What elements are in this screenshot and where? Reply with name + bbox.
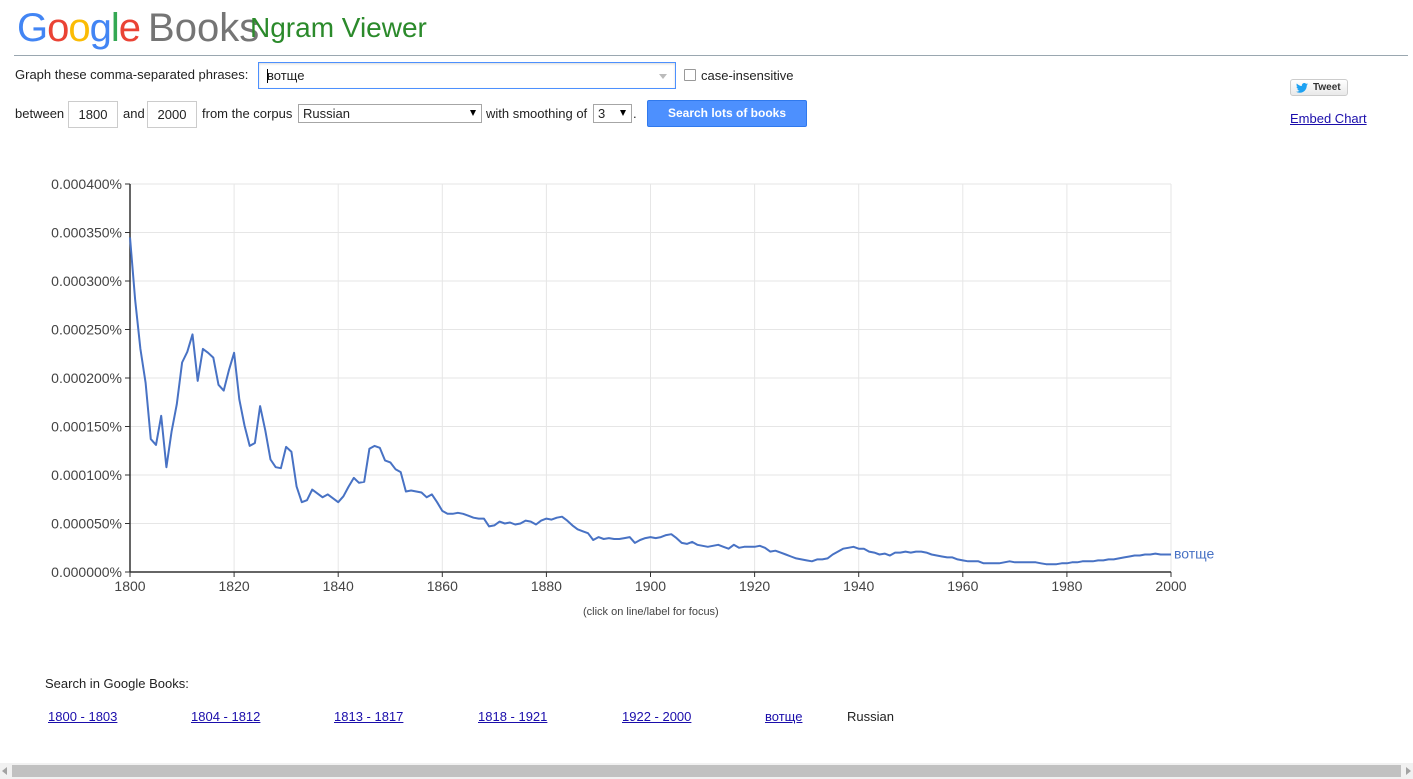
app-title: Ngram Viewer	[250, 12, 427, 43]
x-tick-label: 1920	[739, 578, 770, 594]
corpus-select-value: Russian	[303, 106, 350, 121]
between-label: between	[15, 106, 65, 121]
case-insensitive-label[interactable]: case-insensitive	[701, 68, 794, 83]
smoothing-select[interactable]: 3	[593, 104, 632, 123]
y-tick-label: 0.000400%	[51, 176, 122, 192]
series-line[interactable]	[129, 237, 1171, 566]
corpus-label: from the corpus	[202, 106, 293, 121]
x-tick-label: 2000	[1155, 578, 1186, 594]
x-tick-label: 1800	[114, 578, 145, 594]
scrollbar-thumb[interactable]	[12, 765, 1401, 777]
y-tick-label: 0.000300%	[51, 273, 122, 289]
y-tick-label: 0.000150%	[51, 419, 122, 435]
phrases-label: Graph these comma-separated phrases:	[15, 67, 249, 82]
logo-letter: o	[47, 6, 69, 50]
x-tick-label: 1960	[947, 578, 978, 594]
chart-focus-hint: (click on line/label for focus)	[583, 606, 719, 618]
logo-letter: G	[17, 6, 48, 50]
range-link[interactable]: 1922 - 2000	[622, 709, 692, 724]
chart-axes	[125, 183, 1172, 577]
phrase-link[interactable]: вотще	[765, 709, 803, 724]
x-tick-label: 1980	[1051, 578, 1082, 594]
logo-letter: l	[110, 6, 120, 50]
search-button[interactable]: Search lots of books	[647, 100, 807, 127]
logo-letter: o	[68, 6, 90, 50]
and-label: and	[123, 106, 145, 121]
embed-chart-link[interactable]: Embed Chart	[1290, 111, 1367, 126]
google-books-logo[interactable]: Google Books	[17, 4, 259, 52]
phrases-input-value: вотще	[267, 68, 305, 83]
scroll-left-arrow-icon[interactable]	[2, 767, 7, 775]
period-text: .	[633, 106, 637, 121]
chart-grid	[130, 183, 1172, 572]
tweet-button[interactable]: Tweet	[1290, 79, 1348, 96]
series-label[interactable]: вотще	[1174, 546, 1215, 562]
x-tick-label: 1860	[427, 578, 458, 594]
chart-labels: 0.000000% 0.000050% 0.000100% 0.000150% 0.00…	[51, 176, 1214, 594]
range-link[interactable]: 1804 - 1812	[191, 709, 261, 724]
y-tick-label: 0.000250%	[51, 322, 122, 338]
logo-letter: e	[118, 6, 141, 50]
start-year-input[interactable]: 1800	[68, 101, 118, 128]
chart-series[interactable]	[129, 237, 1171, 566]
corpus-name-text: Russian	[847, 709, 894, 724]
search-in-books-label: Search in Google Books:	[45, 676, 189, 691]
y-tick-label: 0.000050%	[51, 516, 122, 532]
x-tick-label: 1900	[635, 578, 666, 594]
range-link[interactable]: 1818 - 1921	[478, 709, 548, 724]
case-insensitive-checkbox[interactable]	[684, 69, 696, 81]
dropdown-arrow-icon	[620, 110, 626, 116]
x-tick-label: 1840	[323, 578, 354, 594]
y-tick-label: 0.000100%	[51, 467, 122, 483]
twitter-bird-icon	[1296, 83, 1308, 93]
dropdown-arrow-icon[interactable]	[659, 74, 667, 79]
dropdown-arrow-icon	[470, 110, 476, 116]
ngram-chart[interactable]: 0.000000% 0.000050% 0.000100% 0.000150% 0.00…	[0, 150, 1413, 605]
tweet-label: Tweet	[1313, 82, 1341, 93]
horizontal-scrollbar[interactable]	[0, 763, 1413, 779]
y-tick-label: 0.000200%	[51, 370, 122, 386]
x-tick-label: 1880	[531, 578, 562, 594]
text-caret	[267, 69, 268, 83]
range-link[interactable]: 1813 - 1817	[334, 709, 404, 724]
phrases-input[interactable]: вотще	[258, 62, 676, 89]
end-year-input[interactable]: 2000	[147, 101, 197, 128]
logo-letter: g	[89, 6, 112, 50]
x-tick-label: 1940	[843, 578, 874, 594]
smoothing-select-value: 3	[598, 106, 606, 121]
y-tick-label: 0.000350%	[51, 225, 122, 241]
corpus-select[interactable]: Russian	[298, 104, 482, 123]
logo-books-word: Books	[148, 6, 260, 50]
x-tick-label: 1820	[219, 578, 250, 594]
scroll-right-arrow-icon[interactable]	[1406, 767, 1411, 775]
y-tick-label: 0.000000%	[51, 564, 122, 580]
range-link[interactable]: 1800 - 1803	[48, 709, 118, 724]
smoothing-label: with smoothing of	[486, 106, 588, 121]
header-divider	[14, 55, 1408, 56]
